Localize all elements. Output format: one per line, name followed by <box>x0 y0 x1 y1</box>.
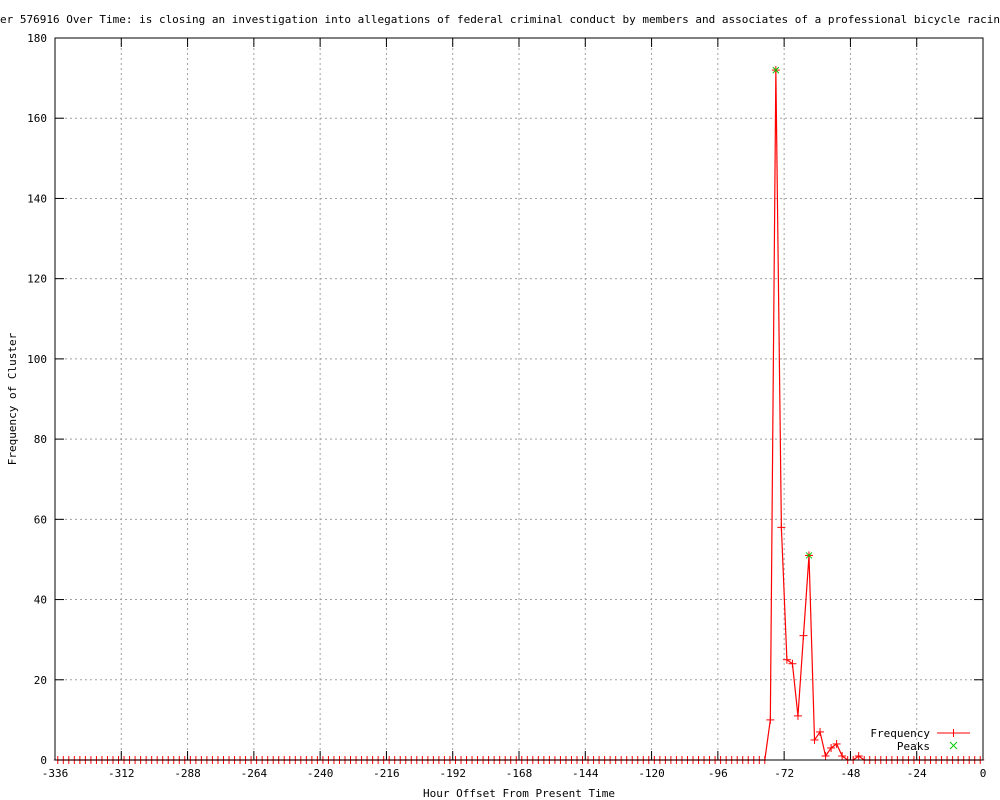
x-axis-label: Hour Offset From Present Time <box>423 787 615 800</box>
y-tick-label: 180 <box>27 32 47 45</box>
grid <box>55 38 983 760</box>
y-tick-label: 20 <box>34 674 47 687</box>
x-tick-label: -336 <box>42 767 69 780</box>
y-tick-label: 0 <box>40 754 47 767</box>
axis-ticks: 0 20 40 60 80 100 120 140 160 180 -336 -312 -288 -264… <box>27 32 986 780</box>
x-tick-label: -120 <box>638 767 665 780</box>
x-tick-label: -240 <box>307 767 334 780</box>
y-tick-label: 80 <box>34 433 47 446</box>
frequency-point <box>799 631 808 640</box>
legend: Frequency Peaks <box>870 727 970 753</box>
x-tick-label: -168 <box>506 767 533 780</box>
x-tick-label: 0 <box>980 767 987 780</box>
x-tick-label: -96 <box>708 767 728 780</box>
y-tick-label: 140 <box>27 192 47 205</box>
y-tick-label: 120 <box>27 273 47 286</box>
frequency-point <box>782 655 791 664</box>
x-tick-label: -264 <box>241 767 268 780</box>
x-tick-label: -192 <box>439 767 466 780</box>
frequency-point <box>766 715 775 724</box>
legend-marker-peaks <box>949 741 958 750</box>
legend-label-peaks: Peaks <box>897 740 930 753</box>
frequency-point <box>832 739 841 748</box>
frequency-point <box>816 727 825 736</box>
y-tick-label: 40 <box>34 594 47 607</box>
frequency-point <box>788 659 797 668</box>
frequency-point <box>810 735 819 744</box>
y-tick-label: 60 <box>34 513 47 526</box>
frequency-point <box>793 711 802 720</box>
y-tick-label: 160 <box>27 112 47 125</box>
x-tick-label: -72 <box>774 767 794 780</box>
x-tick-label: -48 <box>840 767 860 780</box>
x-tick-label: -216 <box>373 767 400 780</box>
peak-point <box>772 66 780 74</box>
frequency-point <box>838 751 847 760</box>
legend-label-frequency: Frequency <box>870 727 930 740</box>
plot-frame <box>54 37 984 761</box>
x-tick-label: -24 <box>907 767 927 780</box>
y-tick-label: 100 <box>27 353 47 366</box>
chart-title: er 576916 Over Time: is closing an inves… <box>0 13 1000 26</box>
frequency-point <box>821 751 830 760</box>
y-axis-label: Frequency of Cluster <box>6 332 19 465</box>
peak-point <box>805 552 813 559</box>
x-tick-label: -144 <box>572 767 599 780</box>
x-tick-label: -288 <box>174 767 201 780</box>
frequency-point <box>777 523 786 532</box>
frequency-point <box>827 743 836 752</box>
x-tick-label: -312 <box>108 767 135 780</box>
frequency-point <box>854 751 863 760</box>
